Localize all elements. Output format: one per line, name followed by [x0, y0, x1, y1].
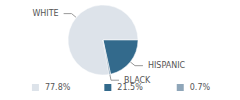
- svg-text:21.5%: 21.5%: [117, 83, 143, 92]
- svg-text:HISPANIC: HISPANIC: [148, 61, 186, 70]
- svg-text:77.8%: 77.8%: [45, 83, 71, 92]
- svg-text:0.7%: 0.7%: [190, 83, 211, 92]
- svg-text:WHITE: WHITE: [32, 9, 58, 18]
- svg-text:BLACK: BLACK: [124, 75, 151, 85]
